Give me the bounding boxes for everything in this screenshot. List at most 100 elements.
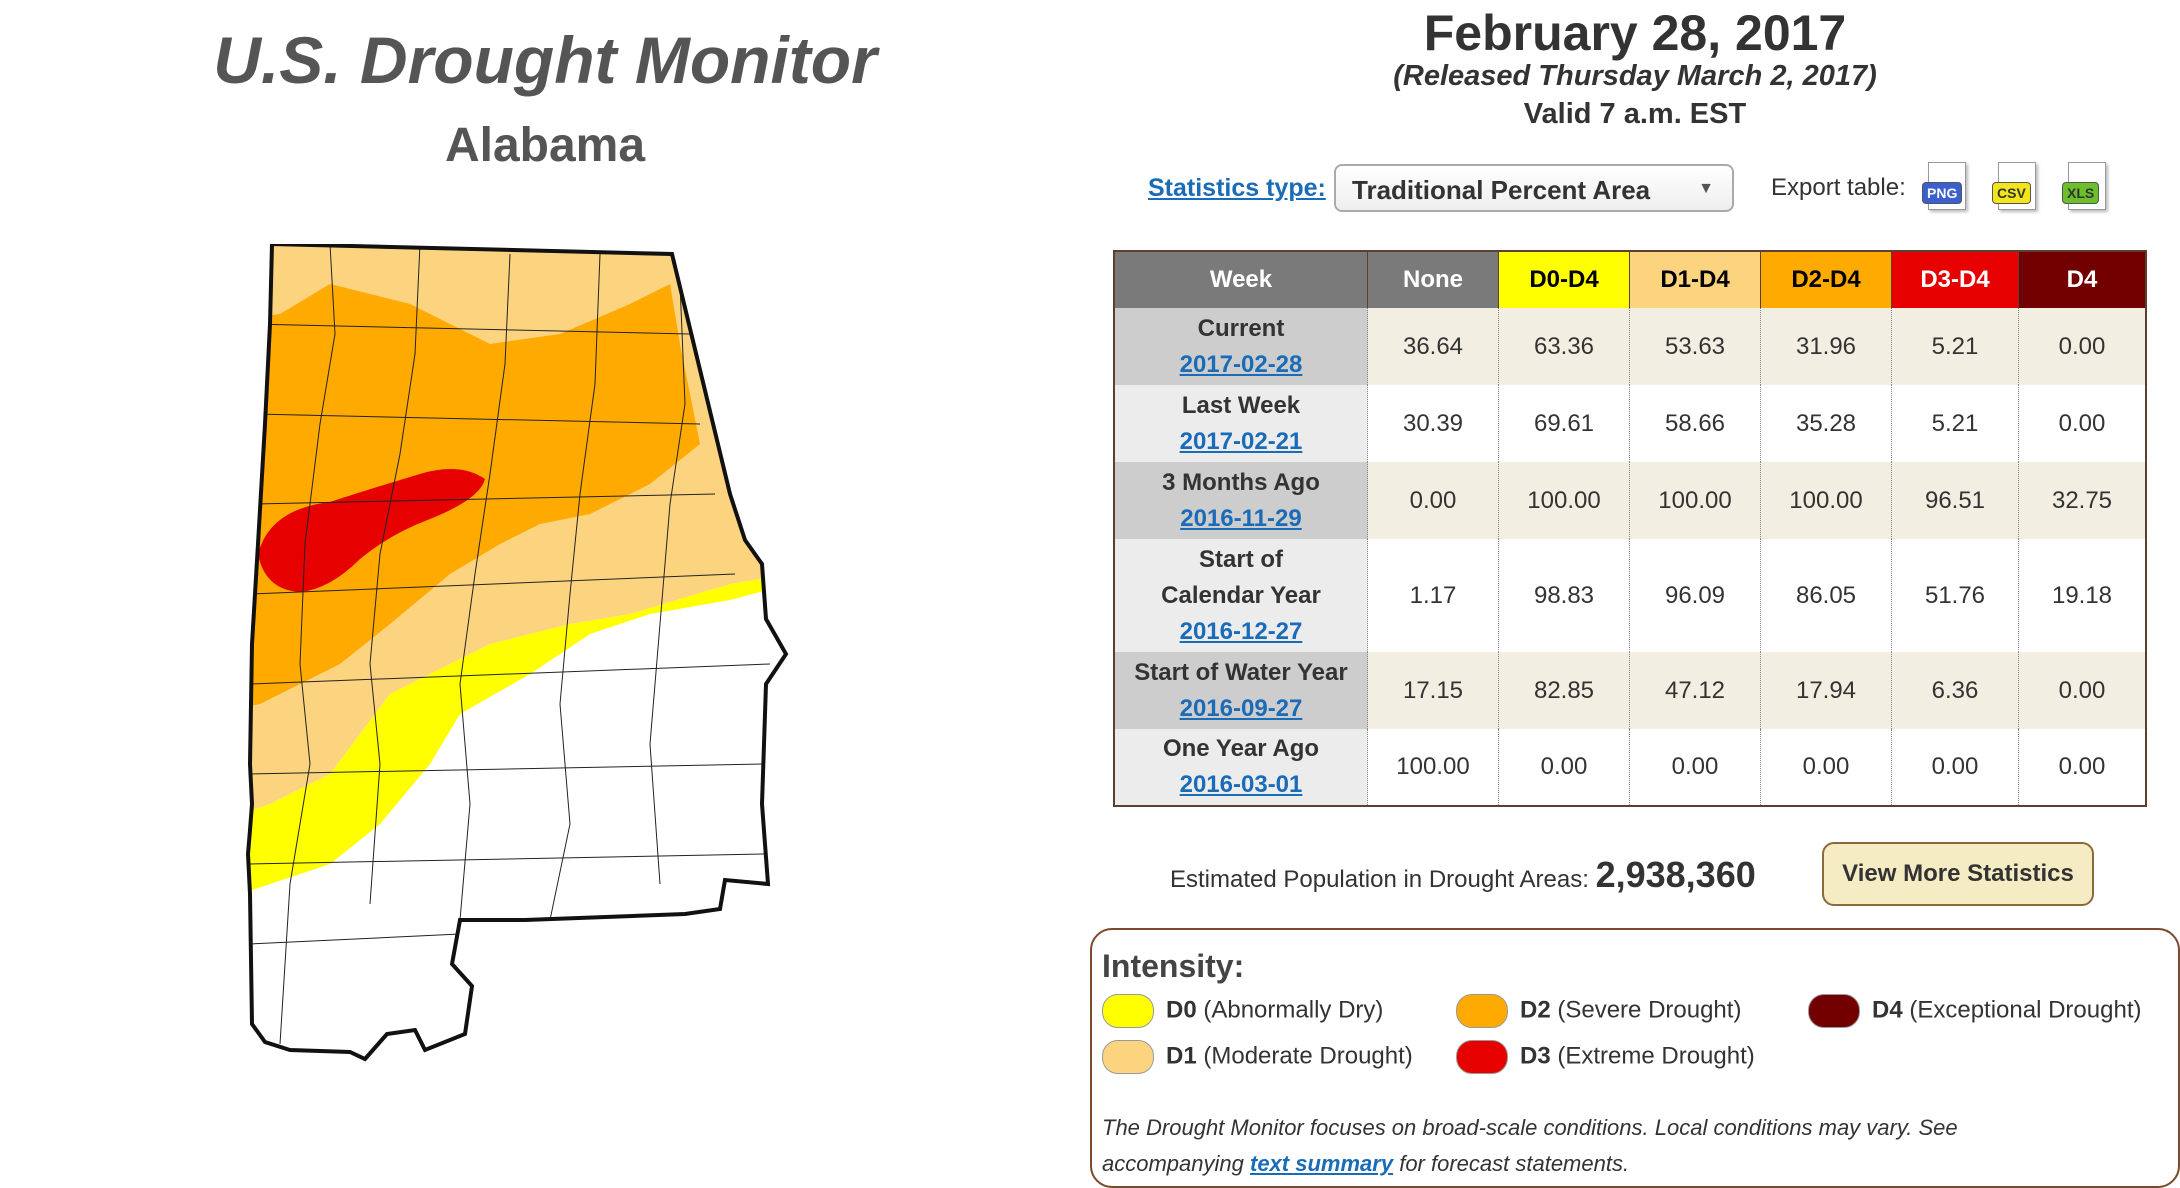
legend-desc: (Moderate Drought)	[1203, 1042, 1413, 1070]
week-cell: 3 Months Ago 2016-11-29	[1114, 462, 1368, 539]
legend-code: D1	[1166, 1042, 1197, 1070]
chevron-down-icon: ▼	[1698, 180, 1714, 197]
value-cell: 58.66	[1629, 385, 1761, 462]
value-cell: 100.00	[1367, 729, 1499, 806]
value-cell: 0.00	[1367, 462, 1499, 539]
value-cell: 1.17	[1367, 539, 1499, 652]
statistics-type-link[interactable]: Statistics type:	[1148, 174, 1326, 202]
valid-time: Valid 7 a.m. EST	[1523, 98, 1747, 130]
column-header-d4: D4	[2018, 251, 2146, 308]
legend-item-d4: D4 (Exceptional Drought)	[1808, 994, 2141, 1028]
value-cell: 96.51	[1891, 462, 2019, 539]
value-cell: 0.00	[2018, 652, 2146, 729]
value-cell: 53.63	[1629, 308, 1761, 385]
table-row: Start of Calendar Year 2016-12-27 1.17 98…	[1114, 539, 2146, 652]
table-row: Last Week 2017-02-21 30.39 69.61 58.66 35…	[1114, 385, 2146, 462]
value-cell: 96.09	[1629, 539, 1761, 652]
export-png-button[interactable]: PNG	[1922, 162, 1974, 214]
d2-swatch	[1456, 994, 1508, 1028]
value-cell: 69.61	[1498, 385, 1630, 462]
column-header-d2-d4: D2-D4	[1760, 251, 1892, 308]
note-text: The Drought Monitor focuses on broad-sca…	[1102, 1115, 1958, 1176]
legend-item-d3: D3 (Extreme Drought)	[1456, 1040, 1755, 1074]
legend-code: D2	[1520, 996, 1551, 1024]
week-label: Start of Calendar Year	[1161, 545, 1321, 609]
value-cell: 0.00	[1891, 729, 2019, 806]
png-label: PNG	[1922, 182, 1963, 204]
value-cell: 0.00	[2018, 729, 2146, 806]
week-date-link[interactable]: 2017-02-28	[1179, 350, 1303, 378]
export-xls-button[interactable]: XLS	[2062, 162, 2114, 214]
value-cell: 98.83	[1498, 539, 1630, 652]
statistics-type-value: Traditional Percent Area	[1352, 175, 1651, 205]
value-cell: 51.76	[1891, 539, 2019, 652]
value-cell: 0.00	[2018, 385, 2146, 462]
legend-desc: (Exceptional Drought)	[1909, 996, 2142, 1024]
value-cell: 86.05	[1760, 539, 1892, 652]
statistics-type-select[interactable]: Traditional Percent Area ▼	[1334, 164, 1734, 212]
week-date-link[interactable]: 2017-02-21	[1179, 427, 1303, 455]
week-cell: One Year Ago 2016-03-01	[1114, 729, 1368, 806]
text-summary-link[interactable]: text summary	[1250, 1151, 1394, 1176]
legend-desc: (Extreme Drought)	[1557, 1042, 1755, 1070]
page-title: U.S. Drought Monitor	[213, 23, 877, 97]
legend-item-d0: D0 (Abnormally Dry)	[1102, 994, 1383, 1028]
value-cell: 32.75	[2018, 462, 2146, 539]
table-header-row: Week None D0-D4 D1-D4 D2-D4 D3-D4 D4	[1113, 251, 2146, 308]
legend-code: D4	[1872, 996, 1903, 1024]
value-cell: 100.00	[1498, 462, 1630, 539]
value-cell: 31.96	[1760, 308, 1892, 385]
state-name: Alabama	[444, 119, 646, 172]
value-cell: 5.21	[1891, 308, 2019, 385]
week-date-link[interactable]: 2016-09-27	[1179, 694, 1303, 722]
week-label: Last Week	[1181, 391, 1301, 419]
value-cell: 19.18	[2018, 539, 2146, 652]
week-date-link[interactable]: 2016-12-27	[1179, 617, 1303, 645]
week-cell: Start of Calendar Year 2016-12-27	[1114, 539, 1368, 652]
xls-label: XLS	[2062, 182, 2100, 204]
value-cell: 0.00	[1629, 729, 1761, 806]
value-cell: 63.36	[1498, 308, 1630, 385]
legend-title: Intensity:	[1102, 948, 1245, 984]
legend-item-d1: D1 (Moderate Drought)	[1102, 1040, 1413, 1074]
table-row: Current 2017-02-28 36.64 63.36 53.63 31.9…	[1114, 308, 2146, 385]
value-cell: 5.21	[1891, 385, 2019, 462]
export-label: Export table:	[1771, 174, 1906, 201]
table-row: Start of Water Year 2016-09-27 17.15 82.8…	[1114, 652, 2146, 729]
value-cell: 82.85	[1498, 652, 1630, 729]
column-header-d3-d4: D3-D4	[1891, 251, 2019, 308]
week-label: One Year Ago	[1162, 735, 1320, 762]
column-header-d0-d4: D0-D4	[1498, 251, 1630, 308]
d0-swatch	[1102, 994, 1154, 1028]
value-cell: 35.28	[1760, 385, 1892, 462]
legend-code: D0	[1166, 996, 1197, 1024]
value-cell: 100.00	[1760, 462, 1892, 539]
population-label: Estimated Population in Drought Areas:	[1170, 866, 1589, 893]
week-date-link[interactable]: 2016-11-29	[1180, 504, 1302, 532]
column-header-none: None	[1367, 251, 1499, 308]
value-cell: 0.00	[1498, 729, 1630, 806]
table-row: One Year Ago 2016-03-01 100.00 0.00 0.00 …	[1114, 729, 2146, 806]
value-cell: 36.64	[1367, 308, 1499, 385]
export-csv-button[interactable]: CSV	[1992, 162, 2044, 214]
column-header-d1-d4: D1-D4	[1629, 251, 1761, 308]
d3-swatch	[1456, 1040, 1508, 1074]
week-cell: Current 2017-02-28	[1114, 308, 1368, 385]
week-label: Start of Water Year	[1134, 658, 1348, 686]
week-date-link[interactable]: 2016-03-01	[1179, 771, 1303, 798]
table-row: 3 Months Ago 2016-11-29 0.00 100.00 100.0…	[1114, 462, 2146, 539]
legend-item-d2: D2 (Severe Drought)	[1456, 994, 1741, 1028]
intensity-legend: Intensity: D0 (Abnormally Dry) D1 (Moder…	[1090, 928, 2180, 1188]
d4-swatch	[1808, 994, 1860, 1028]
view-more-statistics-button[interactable]: View More Statistics	[1822, 842, 2094, 906]
legend-desc: (Abnormally Dry)	[1203, 996, 1384, 1024]
legend-note: The Drought Monitor focuses on broad-sca…	[1102, 1110, 2102, 1182]
week-label: Current	[1197, 314, 1285, 342]
value-cell: 0.00	[2018, 308, 2146, 385]
csv-label: CSV	[1992, 182, 2031, 204]
population-value: 2,938,360	[1595, 854, 1756, 895]
release-date: (Released Thursday March 2, 2017)	[1393, 60, 1877, 92]
drought-map	[210, 241, 790, 1144]
legend-desc: (Severe Drought)	[1557, 996, 1742, 1024]
week-label: 3 Months Ago	[1162, 468, 1320, 496]
